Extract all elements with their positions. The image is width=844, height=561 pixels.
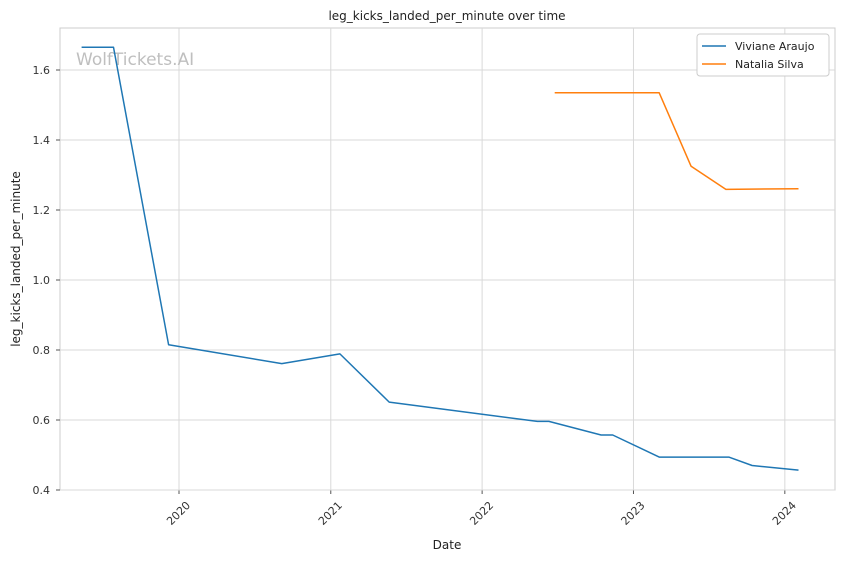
y-tick-label: 1.2: [33, 204, 51, 217]
legend-label-natalia-silva: Natalia Silva: [735, 58, 804, 71]
y-tick-label: 1.0: [33, 274, 51, 287]
x-tick-label: 2023: [619, 499, 648, 528]
legend-label-viviane-araujo: Viviane Araujo: [735, 40, 815, 53]
x-axis-label: Date: [433, 538, 462, 552]
series-layer: [81, 46, 799, 471]
y-tick-label: 0.6: [33, 414, 51, 427]
legend-box: [696, 33, 830, 77]
plot-area: [59, 27, 836, 491]
x-tick-label: 2021: [316, 499, 345, 528]
y-axis-label: leg_kicks_landed_per_minute: [9, 171, 23, 347]
y-tick-label: 0.4: [33, 484, 51, 497]
legend: Viviane Araujo Natalia Silva: [696, 33, 830, 77]
y-tick-labels: 0.4 0.6 0.8 1.0 1.2 1.4 1.6: [33, 64, 51, 497]
x-tick-label: 2022: [467, 499, 496, 528]
y-tick-label: 1.4: [33, 134, 51, 147]
x-tick-labels: 2020 2021 2022 2023 2024: [164, 499, 799, 528]
series-line-viviane-araujo: [81, 46, 799, 471]
y-tick-label: 1.6: [33, 64, 51, 77]
series-line-natalia-silva: [554, 92, 799, 191]
y-tick-label: 0.8: [33, 344, 51, 357]
x-tick-label: 2020: [164, 499, 193, 528]
chart-title: leg_kicks_landed_per_minute over time: [328, 9, 565, 23]
watermark: WolfTickets.AI: [76, 50, 194, 70]
x-tick-label: 2024: [770, 499, 799, 528]
